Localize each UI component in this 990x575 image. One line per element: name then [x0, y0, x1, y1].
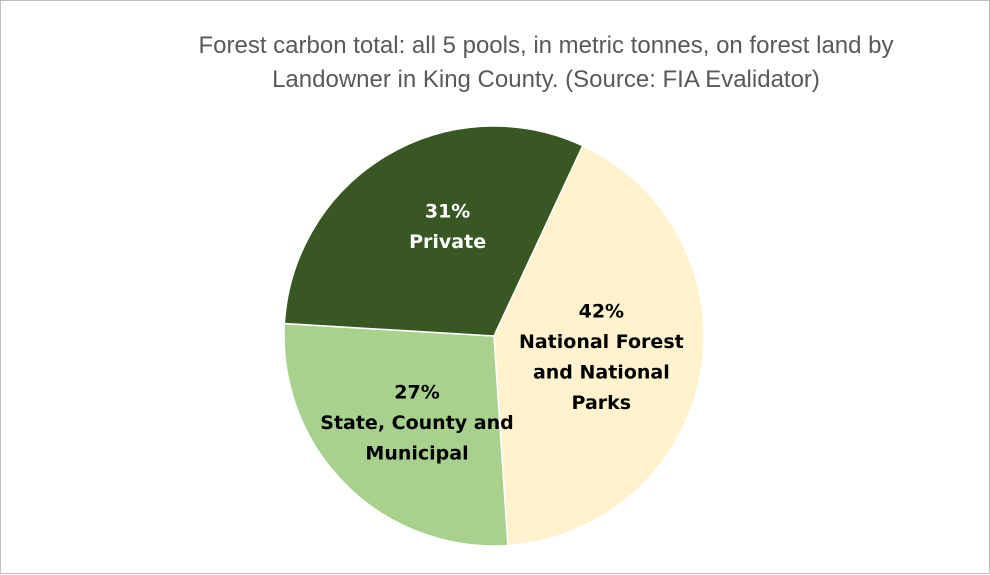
chart-title-line-2: Landowner in King County. (Source: FIA E… — [272, 66, 820, 93]
slice-percent-label: 31% — [425, 200, 470, 222]
pie-slice — [493, 144, 705, 547]
chart-title: Forest carbon total: all 5 pools, in met… — [1, 29, 990, 97]
slice-category-label: National Forest — [519, 331, 684, 353]
pie-slice — [283, 125, 584, 337]
slice-percent-label: 42% — [579, 300, 624, 322]
slice-category-label: State, County and — [320, 412, 513, 434]
pie-slice — [283, 322, 509, 547]
chart-title-line-1: Forest carbon total: all 5 pools, in met… — [198, 32, 894, 59]
slice-category-label: Parks — [572, 392, 632, 414]
slice-category-label: and National — [533, 361, 670, 383]
slice-label: 31% Private — [409, 200, 486, 253]
slice-percent-label: 27% — [394, 382, 439, 404]
slice-category-label: Municipal — [365, 443, 468, 465]
slice-label: 42% National Forest and National Parks — [519, 300, 684, 414]
slice-category-label: Private — [409, 231, 486, 253]
slice-label: 27% State, County and Municipal — [320, 382, 513, 465]
